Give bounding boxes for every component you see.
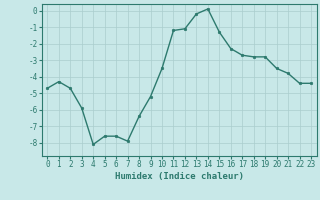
- X-axis label: Humidex (Indice chaleur): Humidex (Indice chaleur): [115, 172, 244, 181]
